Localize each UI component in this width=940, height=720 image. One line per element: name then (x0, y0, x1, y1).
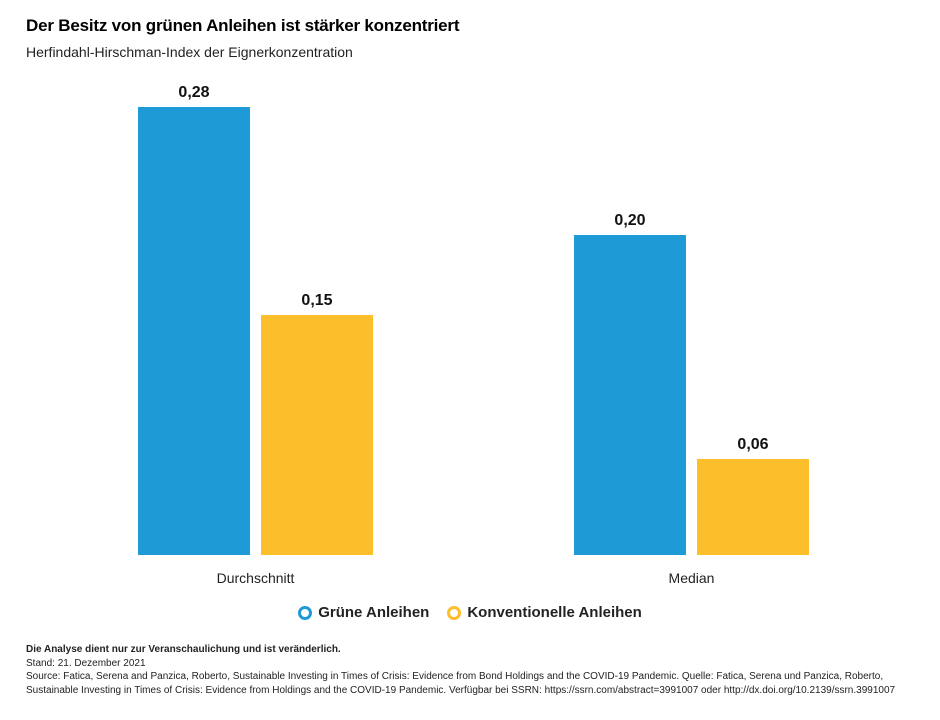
legend-item-conventional-bonds: Konventionelle Anleihen (447, 604, 642, 621)
bar-chart: 0,28 0,15 Durchschnitt 0,20 0,06 Median (138, 84, 809, 586)
footer-date: Stand: 21. Dezember 2021 (26, 657, 146, 669)
data-label-konventionelle-anleihen-durchschnitt: 0,15 (301, 292, 332, 309)
bar-konventionelle-anleihen-median (697, 459, 809, 555)
chart-title: Der Besitz von grünen Anleihen ist stärk… (26, 16, 460, 35)
legend-marker-green-bonds (298, 605, 313, 620)
data-label-gr-ne-anleihen-median: 0,20 (614, 212, 645, 229)
x-tick-label-durchschnitt: Durchschnitt (217, 570, 295, 586)
footer-source: Source: Fatica, Serena and Panzica, Robe… (26, 671, 896, 696)
footer: Die Analyse dient nur zur Veranschaulich… (26, 643, 916, 697)
chart-subtitle: Herfindahl-Hirschman-Index der Eignerkon… (26, 44, 353, 60)
legend-marker-conventional-bonds (447, 605, 462, 620)
x-tick-label-median: Median (669, 570, 715, 586)
footer-note: Die Analyse dient nur zur Veranschaulich… (26, 644, 341, 655)
bar-gr-ne-anleihen-durchschnitt (138, 107, 250, 555)
legend-item-green-bonds: Grüne Anleihen (298, 604, 429, 621)
legend-label-conventional-bonds: Konventionelle Anleihen (467, 604, 642, 621)
bar-konventionelle-anleihen-durchschnitt (261, 315, 373, 555)
legend: Grüne Anleihen Konventionelle Anleihen (0, 604, 940, 621)
data-label-konventionelle-anleihen-median: 0,06 (737, 436, 768, 453)
legend-label-green-bonds: Grüne Anleihen (318, 604, 430, 621)
data-label-gr-ne-anleihen-durchschnitt: 0,28 (178, 84, 209, 101)
bar-gr-ne-anleihen-median (574, 235, 686, 555)
